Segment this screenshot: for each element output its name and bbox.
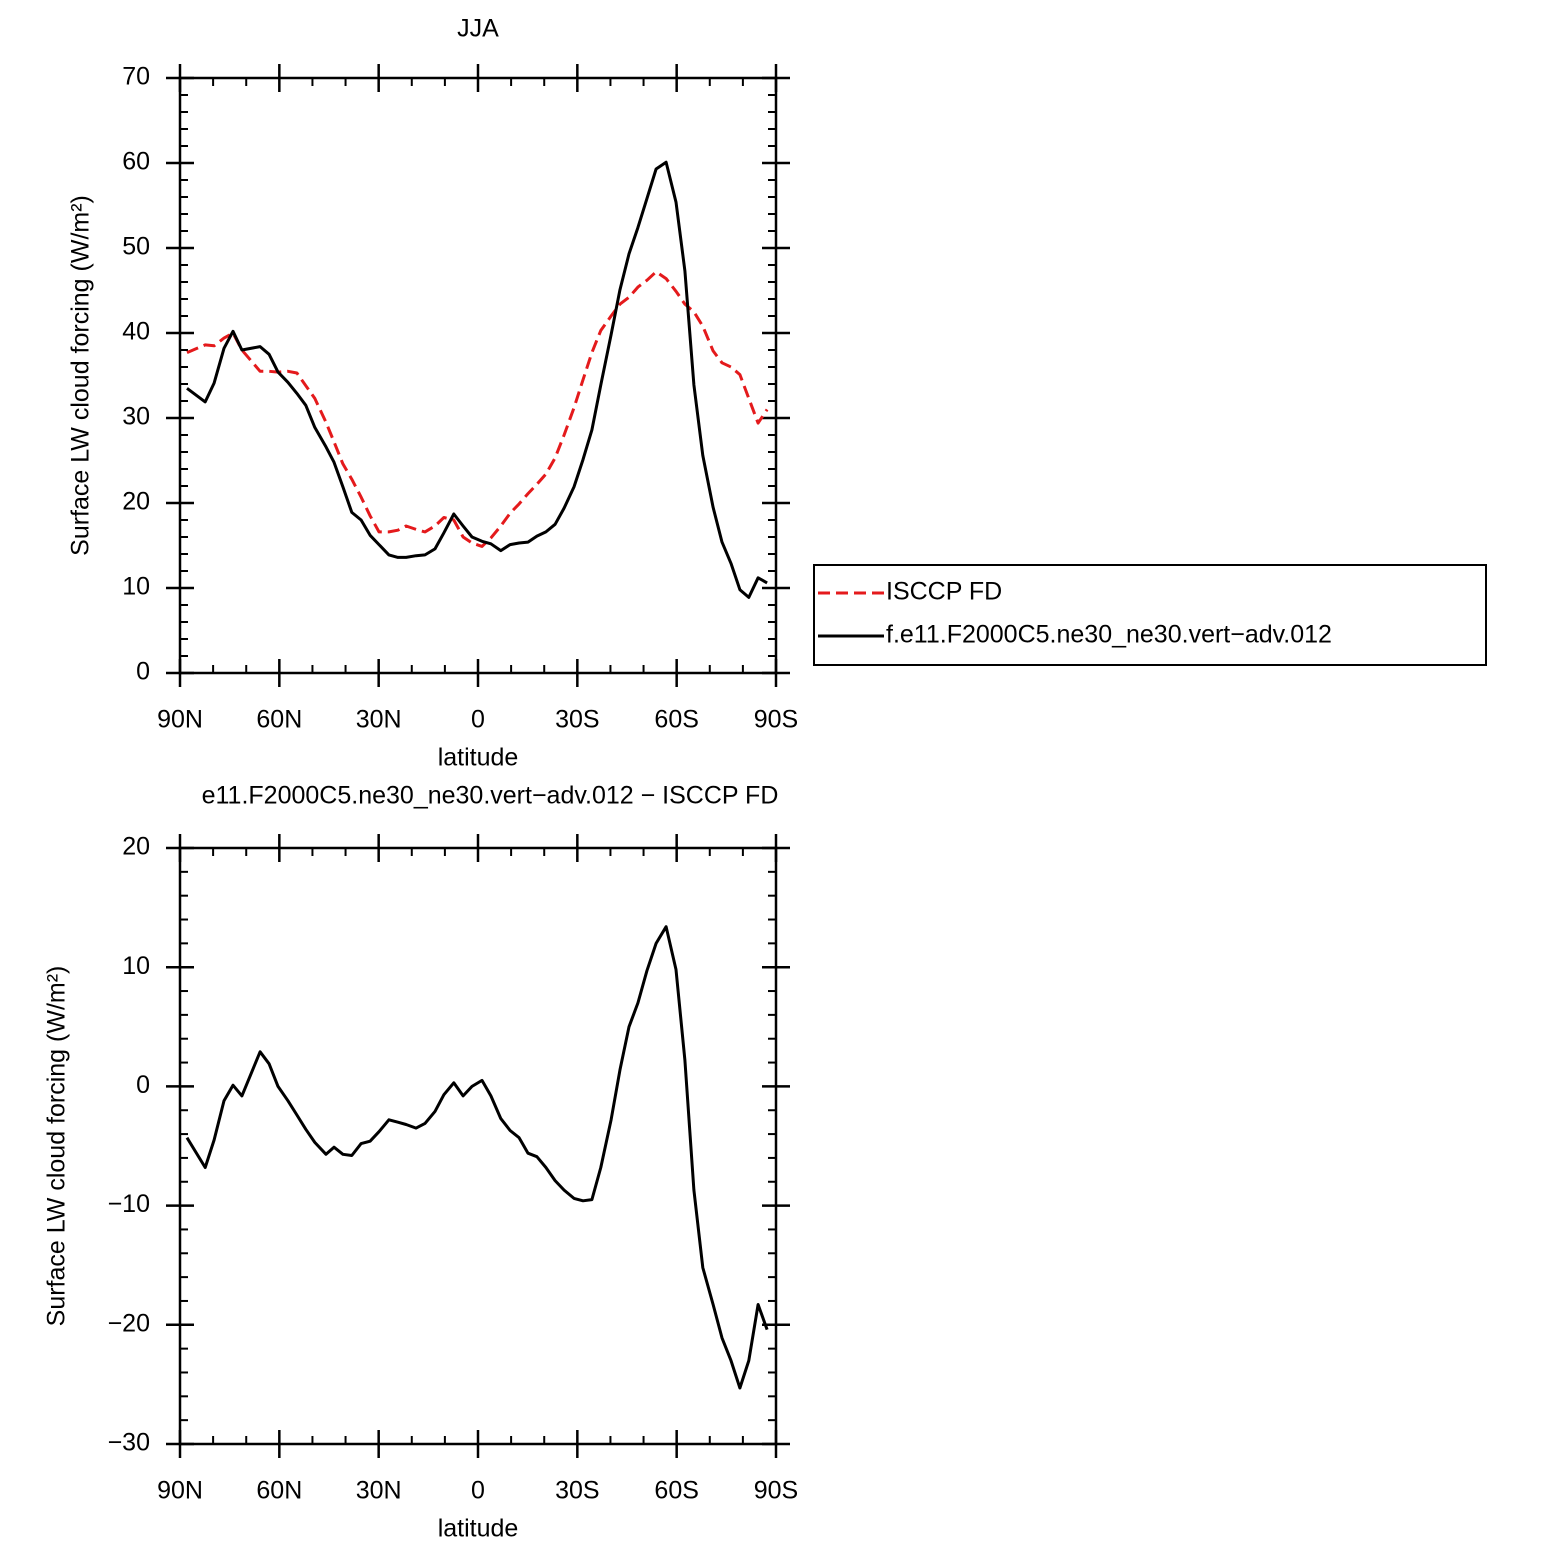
y-tick-label: 10: [122, 573, 150, 601]
y-tick-label: 20: [122, 833, 150, 861]
x-tick-label: 60S: [654, 1477, 698, 1505]
legend-label: ISCCP FD: [886, 578, 1002, 606]
y-tick-label: −30: [108, 1429, 150, 1457]
y-tick-label: 0: [136, 1071, 150, 1099]
x-tick-label: 60S: [654, 706, 698, 734]
x-tick-label: 30N: [356, 706, 402, 734]
y-tick-label: 20: [122, 488, 150, 516]
y-tick-label: 50: [122, 233, 150, 261]
data-line: [186, 270, 769, 548]
chart-title: e11.F2000C5.ne30_ne30.vert−adv.012 − ISC…: [202, 782, 779, 810]
x-axis-label: latitude: [438, 744, 519, 772]
y-tick-label: 0: [136, 658, 150, 686]
data-line: [186, 160, 768, 599]
y-tick-label: −20: [108, 1309, 150, 1337]
y-axis-label: Surface LW cloud forcing (W/m²): [43, 966, 71, 1327]
y-tick-label: −10: [108, 1190, 150, 1218]
x-tick-label: 90N: [157, 1477, 203, 1505]
x-tick-label: 0: [471, 706, 485, 734]
x-tick-label: 90N: [157, 706, 203, 734]
chart-title: JJA: [457, 15, 499, 43]
x-tick-label: 30S: [555, 706, 599, 734]
x-tick-label: 60N: [256, 706, 302, 734]
legend-label: f.e11.F2000C5.ne30_ne30.vert−adv.012: [886, 621, 1332, 649]
x-tick-label: 90S: [754, 706, 798, 734]
plot-frame: [178, 846, 778, 1446]
x-tick-label: 60N: [256, 1477, 302, 1505]
y-tick-label: 70: [122, 63, 150, 91]
x-tick-label: 90S: [754, 1477, 798, 1505]
y-tick-label: 30: [122, 403, 150, 431]
y-tick-label: 60: [122, 148, 150, 176]
y-tick-label: 40: [122, 318, 150, 346]
x-tick-label: 30S: [555, 1477, 599, 1505]
x-tick-label: 30N: [356, 1477, 402, 1505]
data-line: [185, 925, 769, 1390]
x-axis-label: latitude: [438, 1515, 519, 1543]
legend-box: [813, 564, 1487, 666]
y-axis-label: Surface LW cloud forcing (W/m²): [67, 195, 95, 556]
plot-frame: [178, 76, 778, 675]
y-tick-label: 10: [122, 952, 150, 980]
x-tick-label: 0: [471, 1477, 485, 1505]
